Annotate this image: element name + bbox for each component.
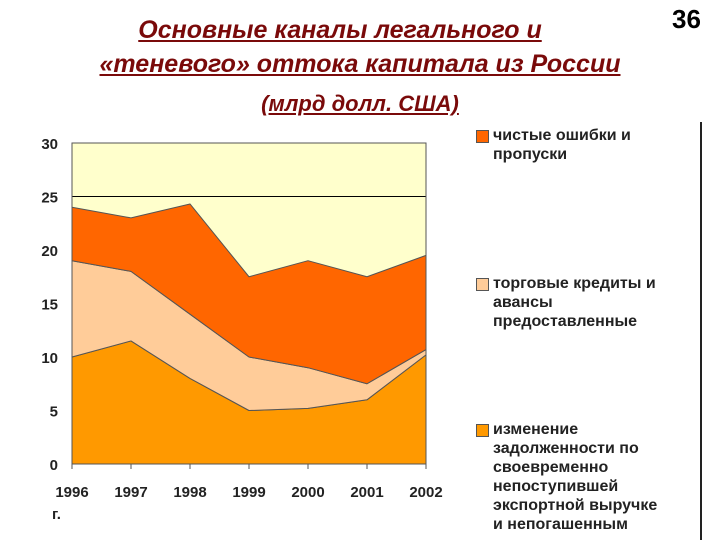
y-tick-label-25: 25: [41, 190, 58, 207]
legend-swatch: [476, 424, 489, 437]
x-tick-label-2002: 2002: [409, 484, 442, 501]
y-tick-label-10: 10: [41, 350, 58, 367]
y-tick-label-30: 30: [41, 136, 58, 153]
slide-title-line1-text: Основные каналы легального и: [138, 16, 542, 44]
slide-number: 36: [672, 4, 701, 34]
legend-label: торговые кредиты и авансы предоставленны…: [493, 275, 656, 330]
legend-label: изменение задолженности по своевременно …: [493, 421, 658, 533]
x-tick-label-1999: 1999: [232, 484, 265, 501]
slide-subtitle: (млрд долл. США): [0, 90, 720, 118]
legend-swatch: [476, 130, 489, 143]
slide-subtitle-text: (млрд долл. США): [261, 91, 459, 116]
x-tick-label-2001: 2001: [350, 484, 383, 501]
x-axis-unit-label: г.: [52, 506, 61, 523]
y-tick-label-15: 15: [41, 297, 58, 314]
x-tick-label-1998: 1998: [173, 484, 206, 501]
slide-title-line1: Основные каналы легального и: [0, 14, 720, 46]
legend-label: чистые ошибки и пропуски: [493, 127, 631, 163]
x-tick-label-2000: 2000: [291, 484, 324, 501]
legend-swatch: [476, 278, 489, 291]
x-tick-label-1997: 1997: [114, 484, 147, 501]
y-tick-label-5: 5: [50, 404, 58, 421]
slide-title-line2: «теневого» оттока капитала из России: [0, 48, 720, 80]
x-tick-label-1996: 1996: [55, 484, 88, 501]
y-tick-label-20: 20: [41, 243, 58, 260]
y-tick-label-0: 0: [50, 457, 58, 474]
slide-title-line2-text: «теневого» оттока капитала из России: [99, 50, 621, 78]
legend-divider: [700, 122, 702, 540]
